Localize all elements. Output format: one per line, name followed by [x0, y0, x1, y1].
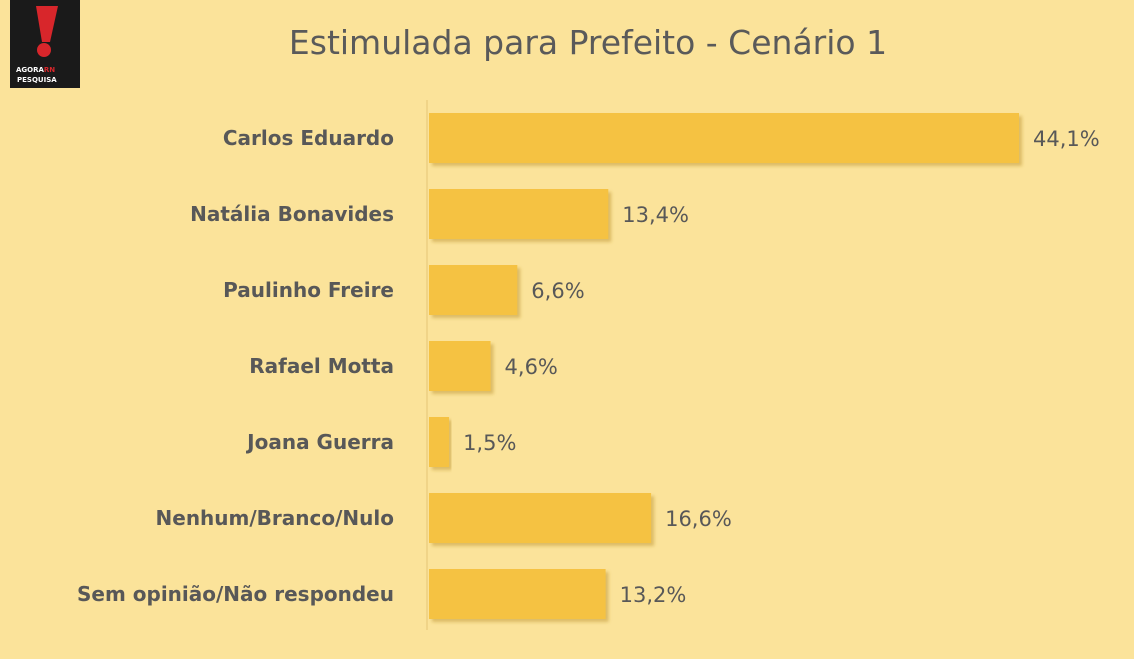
bar	[429, 493, 652, 543]
category-label: Rafael Motta	[249, 354, 394, 378]
logo-text-agora: AGORA	[16, 66, 45, 74]
data-label: 4,6%	[505, 355, 558, 379]
logo-text-rn: RN	[44, 66, 55, 74]
bar	[429, 113, 1019, 163]
bar	[429, 341, 491, 391]
bar	[429, 265, 518, 315]
data-label: 1,5%	[463, 431, 516, 455]
category-label: Nenhum/Branco/Nulo	[156, 506, 394, 530]
exclamation-dot-icon	[37, 43, 51, 57]
category-label: Sem opinião/Não respondeu	[77, 582, 394, 606]
data-label: 13,4%	[622, 203, 689, 227]
svg-text:AGORARN: AGORARN	[16, 66, 55, 74]
chart-title: Estimulada para Prefeito - Cenário 1	[289, 23, 887, 62]
data-label: 44,1%	[1033, 127, 1100, 151]
category-label: Joana Guerra	[245, 430, 394, 454]
agora-logo: AGORARN PESQUISA	[10, 0, 80, 88]
exclamation-icon	[36, 6, 58, 42]
data-label: 13,2%	[620, 583, 687, 607]
bar	[429, 569, 606, 619]
bar	[429, 189, 609, 239]
bar	[429, 417, 450, 467]
logo-text-pesquisa: PESQUISA	[17, 76, 57, 84]
bars-group: Carlos Eduardo 44,1% Natália Bonavides 13,4…	[77, 113, 1100, 619]
category-label: Paulinho Freire	[223, 278, 394, 302]
category-label: Carlos Eduardo	[223, 126, 394, 150]
data-label: 6,6%	[531, 279, 584, 303]
category-label: Natália Bonavides	[190, 202, 394, 226]
data-label: 16,6%	[665, 507, 732, 531]
